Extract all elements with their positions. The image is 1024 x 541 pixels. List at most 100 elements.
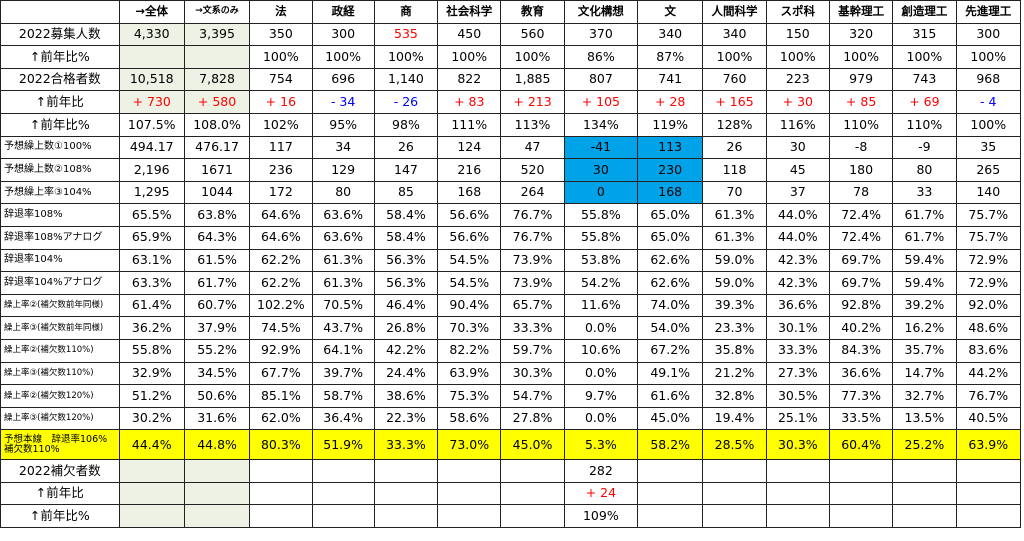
data-cell[interactable]: 113 <box>637 135 704 160</box>
data-cell[interactable]: 13.5% <box>892 406 957 431</box>
data-cell[interactable]: 82.2% <box>437 338 502 363</box>
column-header[interactable]: 文 <box>637 0 704 24</box>
data-cell[interactable]: 75.7% <box>955 203 1022 227</box>
data-cell[interactable]: 61.7% <box>892 203 957 227</box>
data-cell[interactable] <box>500 481 565 506</box>
data-cell[interactable]: 32.9% <box>118 361 185 386</box>
data-cell[interactable]: 340 <box>637 22 704 47</box>
data-cell[interactable]: 56.3% <box>373 271 439 295</box>
data-cell[interactable]: 100% <box>437 45 502 69</box>
data-cell[interactable]: 822 <box>437 67 502 92</box>
data-cell[interactable]: 63.9% <box>437 361 502 386</box>
row-label[interactable]: ↑前年比 <box>0 90 120 114</box>
data-cell[interactable]: 56.6% <box>437 225 502 250</box>
data-cell[interactable] <box>500 459 565 483</box>
row-label[interactable]: 繰上率②(補欠数110%) <box>0 338 120 363</box>
row-label[interactable]: 予想繰上数①100% <box>0 135 120 160</box>
data-cell[interactable]: 36.6% <box>765 293 830 318</box>
data-cell[interactable] <box>118 459 185 483</box>
data-cell[interactable]: 36.4% <box>311 406 375 431</box>
data-cell[interactable] <box>637 481 704 506</box>
data-cell[interactable]: - 34 <box>311 90 375 114</box>
data-cell[interactable]: 62.2% <box>249 271 313 295</box>
row-label[interactable]: 辞退率108% <box>0 203 120 227</box>
data-cell[interactable] <box>437 459 502 483</box>
data-cell[interactable]: 180 <box>828 158 894 182</box>
data-cell[interactable]: 39.2% <box>892 293 957 318</box>
data-cell[interactable]: + 69 <box>892 90 957 114</box>
data-cell[interactable]: 98% <box>373 112 439 137</box>
data-cell[interactable]: 14.7% <box>892 361 957 386</box>
data-cell[interactable] <box>702 481 767 506</box>
data-cell[interactable]: 30.3% <box>500 361 565 386</box>
data-cell[interactable]: 55.8% <box>118 338 185 363</box>
data-cell[interactable]: 0.0% <box>563 361 639 386</box>
data-cell[interactable]: 54.0% <box>637 316 704 340</box>
data-cell[interactable] <box>955 481 1022 506</box>
data-cell[interactable]: 63.6% <box>311 225 375 250</box>
data-cell[interactable]: 54.7% <box>500 384 565 408</box>
data-cell[interactable]: + 83 <box>437 90 502 114</box>
data-cell[interactable]: 100% <box>828 45 894 69</box>
data-cell[interactable]: 39.7% <box>311 361 375 386</box>
data-cell[interactable]: 300 <box>311 22 375 47</box>
data-cell[interactable]: - 4 <box>955 90 1022 114</box>
row-label[interactable]: 辞退率104%アナログ <box>0 271 120 295</box>
data-cell[interactable]: 3,395 <box>183 22 251 47</box>
data-cell[interactable]: 33.3% <box>500 316 565 340</box>
data-cell[interactable]: 73.9% <box>500 271 565 295</box>
data-cell[interactable]: 265 <box>955 158 1022 182</box>
data-cell[interactable]: 65.9% <box>118 225 185 250</box>
data-cell[interactable]: 0.0% <box>563 316 639 340</box>
data-cell[interactable]: 172 <box>249 180 313 205</box>
data-cell[interactable]: 76.7% <box>955 384 1022 408</box>
data-cell[interactable]: 60.7% <box>183 293 251 318</box>
data-cell[interactable]: -9 <box>892 135 957 160</box>
data-cell[interactable]: 80 <box>892 158 957 182</box>
data-cell[interactable]: 111% <box>437 112 502 137</box>
data-cell[interactable] <box>637 504 704 529</box>
data-cell[interactable] <box>183 45 251 69</box>
data-cell[interactable]: 58.4% <box>373 225 439 250</box>
row-label[interactable]: ↑前年比 <box>0 481 120 506</box>
data-cell[interactable]: - 26 <box>373 90 439 114</box>
data-cell[interactable]: 100% <box>373 45 439 69</box>
data-cell[interactable]: 696 <box>311 67 375 92</box>
data-cell[interactable]: 75.7% <box>955 225 1022 250</box>
data-cell[interactable]: 40.2% <box>828 316 894 340</box>
data-cell[interactable]: 44.8% <box>183 429 251 461</box>
data-cell[interactable]: 35 <box>955 135 1022 160</box>
data-cell[interactable] <box>892 459 957 483</box>
data-cell[interactable]: 0 <box>563 180 639 205</box>
data-cell[interactable]: -8 <box>828 135 894 160</box>
data-cell[interactable] <box>892 481 957 506</box>
data-cell[interactable]: 34 <box>311 135 375 160</box>
data-cell[interactable]: 9.7% <box>563 384 639 408</box>
data-cell[interactable] <box>183 481 251 506</box>
row-label[interactable]: 辞退率108%アナログ <box>0 225 120 250</box>
data-cell[interactable]: 61.3% <box>702 225 767 250</box>
row-label[interactable]: 予想繰上数②108% <box>0 158 120 182</box>
row-label[interactable]: 2022補欠者数 <box>0 459 120 483</box>
data-cell[interactable]: 370 <box>563 22 639 47</box>
data-cell[interactable]: 59.7% <box>500 338 565 363</box>
data-cell[interactable]: 63.9% <box>955 429 1022 461</box>
data-cell[interactable]: 44.0% <box>765 203 830 227</box>
data-cell[interactable]: 44.0% <box>765 225 830 250</box>
data-cell[interactable]: 92.8% <box>828 293 894 318</box>
data-cell[interactable]: 53.8% <box>563 248 639 273</box>
data-cell[interactable]: 107.5% <box>118 112 185 137</box>
data-cell[interactable]: 100% <box>765 45 830 69</box>
data-cell[interactable] <box>765 504 830 529</box>
data-cell[interactable]: + 580 <box>183 90 251 114</box>
data-cell[interactable]: 25.1% <box>765 406 830 431</box>
data-cell[interactable]: 39.3% <box>702 293 767 318</box>
data-cell[interactable] <box>373 504 439 529</box>
data-cell[interactable]: 4,330 <box>118 22 185 47</box>
data-cell[interactable]: 47 <box>500 135 565 160</box>
data-cell[interactable]: 76.7% <box>500 225 565 250</box>
data-cell[interactable]: 19.4% <box>702 406 767 431</box>
data-cell[interactable]: 72.9% <box>955 248 1022 273</box>
data-cell[interactable]: 72.4% <box>828 225 894 250</box>
data-cell[interactable]: 129 <box>311 158 375 182</box>
